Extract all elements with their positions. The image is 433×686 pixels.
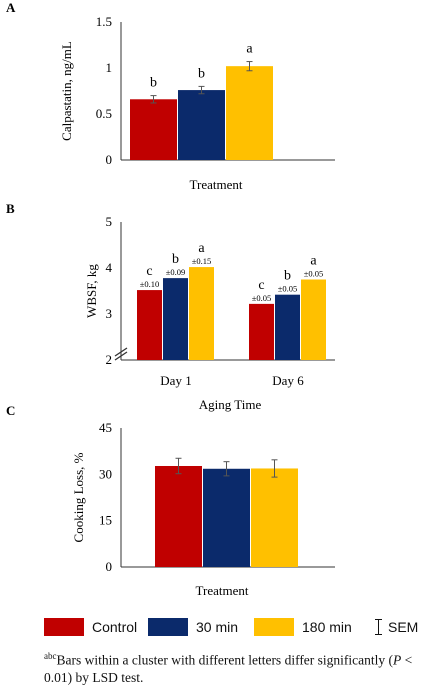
legend-swatch-control <box>44 618 84 636</box>
bar-b-30min <box>163 278 188 360</box>
y-tick-label-c: 0 <box>106 559 113 574</box>
y-tick-label-b: 4 <box>106 260 113 275</box>
y-tick-label-b: 3 <box>106 306 113 321</box>
significance-letter: c <box>258 278 264 293</box>
bar-a-control <box>130 99 177 160</box>
footnote: abcBars within a cluster with different … <box>44 648 429 686</box>
y-tick-label-c: 15 <box>99 513 112 528</box>
sem-label: ±0.09 <box>166 267 186 277</box>
footnote-text-2: < 0.01) by LSD test. <box>44 652 413 685</box>
bar-a-30min <box>178 90 225 160</box>
legend-label-180min: 180 min <box>302 619 352 635</box>
significance-letter: b <box>172 252 179 267</box>
x-axis-label-b: Aging Time <box>199 397 262 412</box>
legend-label-control: Control <box>92 619 138 635</box>
sem-label: ±0.10 <box>140 279 160 289</box>
legend-item-sem: SEM <box>374 616 418 638</box>
x-category-label: Day 6 <box>272 373 304 388</box>
legend-item-30min: 30 min <box>148 616 238 638</box>
y-tick-label-c: 30 <box>99 466 112 481</box>
sem-label: ±0.05 <box>252 293 272 303</box>
significance-letter: b <box>198 66 205 81</box>
y-tick-label-a: 0 <box>106 152 113 167</box>
significance-letter: b <box>284 269 291 284</box>
legend-item-180min: 180 min <box>254 616 352 638</box>
legend-item-control: Control <box>44 616 137 638</box>
x-category-label: Day 1 <box>160 373 191 388</box>
bar-b-control <box>249 303 274 360</box>
footnote-superscript: abc <box>44 651 57 661</box>
bar-b-30min <box>275 294 300 360</box>
y-tick-label-c: 45 <box>99 420 112 435</box>
significance-letter: a <box>246 42 253 57</box>
y-axis-label-c: Cooking Loss, % <box>71 452 86 542</box>
y-axis-label-a: Calpastatin, ng/mL <box>59 41 74 141</box>
bar-c-180min <box>251 468 298 567</box>
panel-label-c: C <box>6 403 15 418</box>
bar-a-180min <box>226 66 273 160</box>
significance-letter: a <box>310 254 317 269</box>
x-axis-label-c: Treatment <box>196 583 249 598</box>
y-axis-label-b: WBSF, kg <box>84 264 99 318</box>
sem-icon <box>374 618 384 636</box>
panel-label-b: B <box>6 201 15 216</box>
legend-label-30min: 30 min <box>196 619 239 635</box>
legend-swatch-180min <box>254 618 294 636</box>
significance-letter: a <box>198 241 205 256</box>
legend: Control 30 min 180 min SEM <box>44 616 433 638</box>
bar-c-control <box>155 465 202 567</box>
bar-b-180min <box>189 267 214 360</box>
y-tick-label-a: 1 <box>106 60 113 75</box>
x-axis-label-a: Treatment <box>190 177 243 192</box>
significance-letter: c <box>146 264 152 279</box>
bar-c-30min <box>203 468 250 567</box>
axis-break-mark <box>114 347 128 357</box>
footnote-text: Bars within a cluster with different let… <box>56 652 394 668</box>
significance-letter: b <box>150 76 157 91</box>
sem-label: ±0.05 <box>304 269 324 279</box>
footnote-p-symbol: P <box>393 652 402 668</box>
y-tick-label-b: 5 <box>106 214 113 229</box>
legend-swatch-30min <box>148 618 188 636</box>
y-tick-label-a: 0.5 <box>96 106 112 121</box>
axis-break-mark <box>114 351 128 361</box>
sem-label: ±0.15 <box>192 256 212 266</box>
panel-label-a: A <box>6 0 16 15</box>
figure: A 0 0.5 1 1.5 Calpastatin, ng/mL Treatment b b a B… <box>6 0 335 598</box>
y-tick-label-a: 1.5 <box>96 14 112 29</box>
sem-label: ±0.05 <box>278 284 298 294</box>
bar-b-180min <box>301 279 326 360</box>
y-tick-label-b: 2 <box>106 352 113 367</box>
bar-b-control <box>137 290 162 360</box>
legend-label-sem: SEM <box>388 619 419 635</box>
